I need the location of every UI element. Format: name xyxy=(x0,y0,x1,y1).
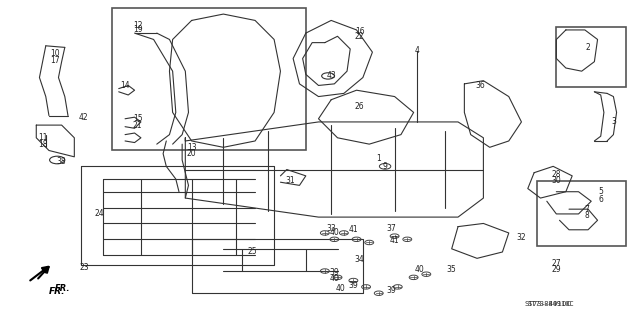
Text: 37: 37 xyxy=(387,224,396,233)
Text: 1: 1 xyxy=(376,154,381,163)
Text: 20: 20 xyxy=(187,149,196,158)
Text: 43: 43 xyxy=(326,71,336,80)
Text: 8: 8 xyxy=(584,211,589,220)
Text: 7: 7 xyxy=(584,205,589,214)
Text: FR.: FR. xyxy=(55,284,71,293)
Text: 5: 5 xyxy=(598,187,603,196)
Text: 4: 4 xyxy=(414,46,419,55)
Text: 26: 26 xyxy=(355,101,364,111)
Text: 24: 24 xyxy=(95,209,104,219)
Text: 39: 39 xyxy=(348,281,358,290)
Text: 23: 23 xyxy=(79,263,89,272)
Text: FR.: FR. xyxy=(49,287,66,296)
Text: ST73-84910C: ST73-84910C xyxy=(525,301,572,307)
Bar xyxy=(112,8,306,150)
Text: 15: 15 xyxy=(133,114,143,123)
Text: 14: 14 xyxy=(120,81,130,90)
Text: 30: 30 xyxy=(552,176,561,185)
Text: 16: 16 xyxy=(355,27,364,36)
Text: 40: 40 xyxy=(415,265,425,274)
Text: 6: 6 xyxy=(598,195,603,204)
Text: 18: 18 xyxy=(38,140,47,148)
Text: 41: 41 xyxy=(348,225,358,234)
Text: 9: 9 xyxy=(383,162,387,171)
Text: 40: 40 xyxy=(336,284,346,293)
Text: 39: 39 xyxy=(329,268,340,277)
Bar xyxy=(556,27,626,87)
Text: 40: 40 xyxy=(329,275,340,284)
Text: 38: 38 xyxy=(57,157,66,166)
Text: 21: 21 xyxy=(133,121,143,130)
Text: 19: 19 xyxy=(133,25,143,35)
Text: 39: 39 xyxy=(387,285,396,295)
Text: 40: 40 xyxy=(329,228,340,237)
Text: 3: 3 xyxy=(611,117,616,126)
Text: 33: 33 xyxy=(326,224,336,233)
Text: 10: 10 xyxy=(50,49,60,58)
Text: 34: 34 xyxy=(355,255,364,264)
Text: 28: 28 xyxy=(552,170,561,179)
Text: ST73-84910C: ST73-84910C xyxy=(528,301,575,307)
Text: 32: 32 xyxy=(517,233,526,242)
Text: 29: 29 xyxy=(552,265,561,274)
Text: 42: 42 xyxy=(79,113,89,122)
Text: 12: 12 xyxy=(133,21,143,30)
Text: 17: 17 xyxy=(50,56,60,65)
Text: 41: 41 xyxy=(390,236,399,245)
Text: 13: 13 xyxy=(187,143,196,152)
Text: 27: 27 xyxy=(552,259,561,268)
Text: 25: 25 xyxy=(247,247,257,257)
Text: 35: 35 xyxy=(447,265,457,274)
Text: 2: 2 xyxy=(585,43,590,52)
Text: 11: 11 xyxy=(38,133,47,142)
Bar xyxy=(537,180,626,246)
Text: 22: 22 xyxy=(355,32,364,41)
Text: 31: 31 xyxy=(285,176,295,185)
Text: 36: 36 xyxy=(475,81,485,90)
